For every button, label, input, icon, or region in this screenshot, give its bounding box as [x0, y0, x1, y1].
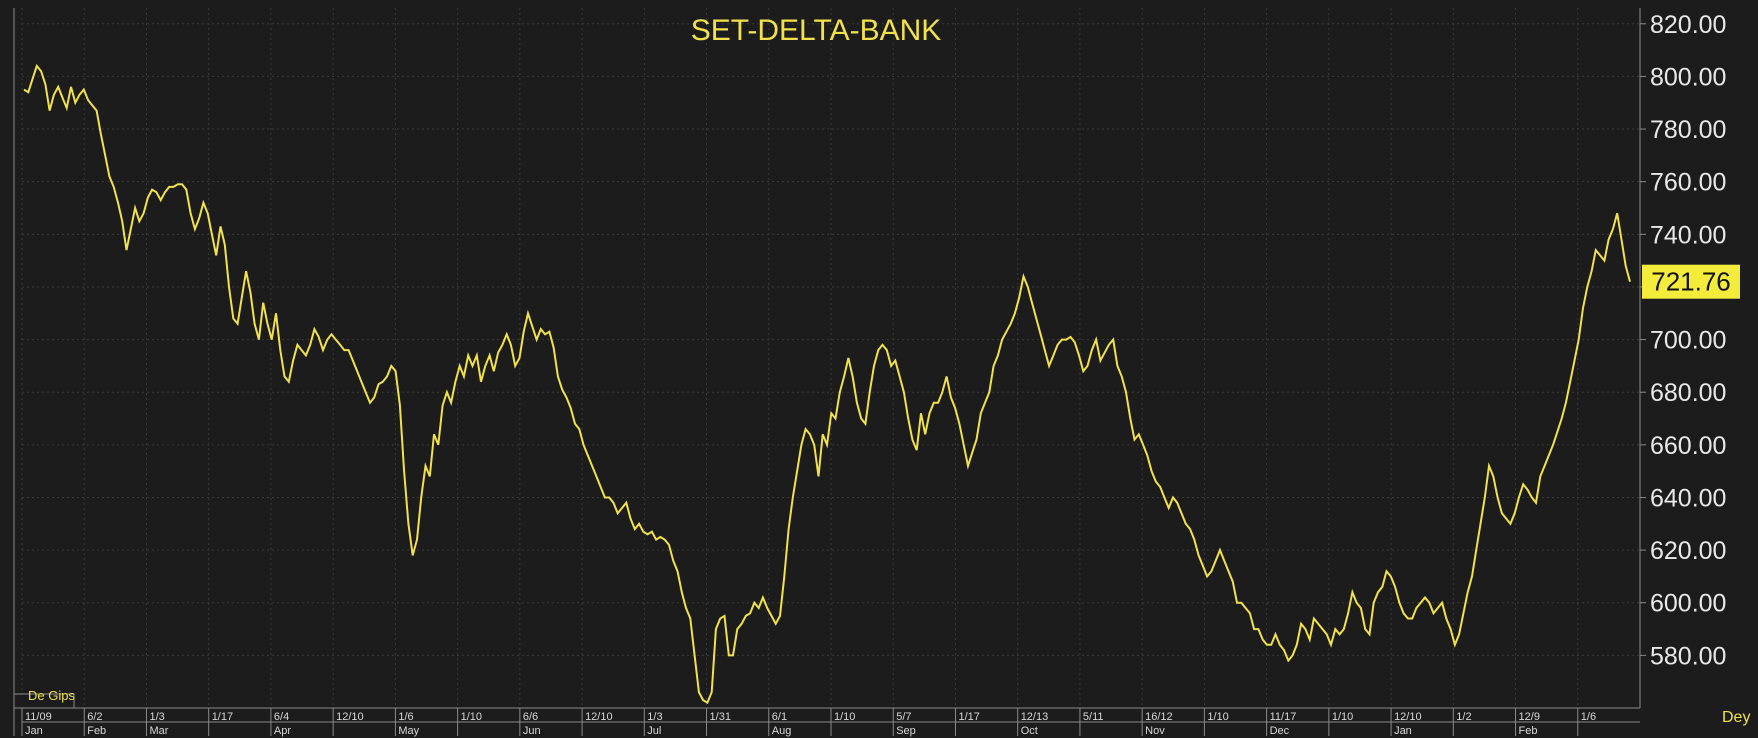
- y-tick-label: 620.00: [1650, 537, 1726, 565]
- x-tick-label-bottom: Jul: [647, 725, 661, 737]
- x-tick-label-top: 5/7: [896, 711, 911, 723]
- y-tick-label: 580.00: [1650, 642, 1726, 670]
- x-tick-label-top: 1/10: [1207, 711, 1228, 723]
- x-tick-label-bottom: Sep: [896, 725, 916, 737]
- x-tick-label-bottom: Mar: [149, 725, 168, 737]
- chart-title: SET-DELTA-BANK: [691, 14, 942, 47]
- x-tick-label-top: 12/10: [1394, 711, 1422, 723]
- x-tick-label-bottom: Dec: [1270, 725, 1290, 737]
- y-axis-ticks: 820.00800.00780.00760.00740.00720.00700.…: [1650, 11, 1726, 671]
- y-tick-label: 780.00: [1650, 116, 1726, 144]
- x-tick-label-top: 1/3: [149, 711, 164, 723]
- x-tick-label-top: 12/10: [336, 711, 364, 723]
- y-tick-label: 740.00: [1650, 221, 1726, 249]
- x-tick-label-bottom: Jan: [25, 725, 43, 737]
- y-tick-label: 820.00: [1650, 11, 1726, 39]
- x-tick-label-top: 1/6: [1581, 711, 1596, 723]
- series-line: [23, 63, 1631, 705]
- last-value-marker: 721.76: [1642, 264, 1740, 299]
- x-tick-label-top: 1/6: [398, 711, 413, 723]
- x-tick-label-top: 1/17: [212, 711, 233, 723]
- y-tick-label: 700.00: [1650, 327, 1726, 355]
- x-tick-label-top: 11/17: [1270, 711, 1297, 723]
- x-tick-label-top: 1/2: [1456, 711, 1471, 723]
- x-tick-label-top: 11/09: [25, 711, 52, 723]
- x-tick-label-top: 1/3: [647, 711, 662, 723]
- last-value-label: 721.76: [1651, 267, 1731, 297]
- x-tick-label-top: 1/10: [834, 711, 855, 723]
- x-tick-label-bottom: Nov: [1145, 725, 1165, 737]
- grid: [21, 8, 1640, 708]
- y-tick-label: 600.00: [1650, 590, 1726, 618]
- y-tick-label: 800.00: [1650, 63, 1726, 91]
- x-tick-label-bottom: Aug: [772, 725, 792, 737]
- x-tick-label-top: 12/13: [1021, 711, 1049, 723]
- x-tick-label-top: 6/4: [274, 711, 289, 723]
- right-axis-caption: Dey: [1722, 709, 1750, 726]
- x-tick-label-top: 16/12: [1145, 711, 1173, 723]
- last-value-box: [1642, 264, 1740, 299]
- x-tick-label-bottom: Feb: [1519, 725, 1538, 737]
- x-tick-label-top: 12/10: [585, 711, 613, 723]
- x-tick-label-bottom: Jun: [523, 725, 541, 737]
- x-tick-label-bottom: Jan: [1394, 725, 1412, 737]
- x-tick-label-bottom: Apr: [274, 725, 291, 737]
- y-tick-label: 680.00: [1650, 379, 1726, 407]
- y-tick-label: 640.00: [1650, 484, 1726, 512]
- x-tick-label-top: 6/1: [772, 711, 787, 723]
- x-tick-label-top: 12/9: [1519, 711, 1540, 723]
- corner-label-box: [13, 693, 75, 709]
- y-tick-label: 760.00: [1650, 169, 1726, 197]
- x-tick-label-bottom: May: [398, 725, 419, 737]
- x-tick-label-top: 1/31: [710, 711, 731, 723]
- x-tick-label-bottom: Feb: [87, 725, 106, 737]
- x-tick-label-top: 1/17: [958, 711, 979, 723]
- y-tick-label: 660.00: [1650, 432, 1726, 460]
- x-tick-label-top: 1/10: [461, 711, 482, 723]
- x-tick-label-top: 1/10: [1332, 711, 1353, 723]
- x-axis-ticks: 11/09 Jan 6/2 Feb 1/3 Mar 1/17 6/4 Apr 12/10 1/6 Ma…: [25, 711, 1596, 737]
- x-tick-label-top: 6/6: [523, 711, 538, 723]
- x-tick-label-top: 5/11: [1083, 711, 1104, 723]
- corner-label: De Gips: [28, 688, 75, 703]
- x-tick-label-bottom: Oct: [1021, 725, 1038, 737]
- x-tick-label-top: 6/2: [87, 711, 102, 723]
